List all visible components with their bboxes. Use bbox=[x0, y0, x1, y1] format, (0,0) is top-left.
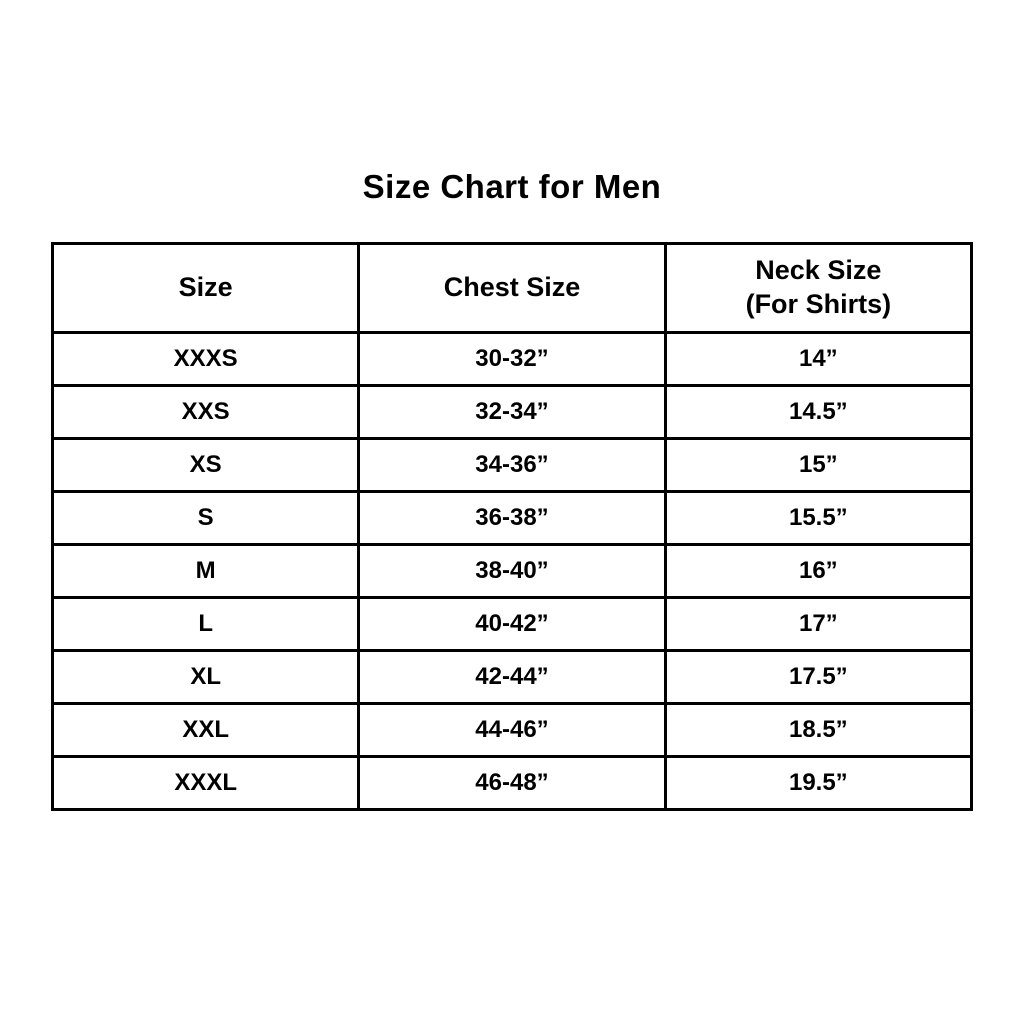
header-chest-size: Chest Size bbox=[357, 242, 667, 334]
cell-neck: 14” bbox=[663, 331, 974, 387]
cell-chest: 32-34” bbox=[357, 384, 667, 440]
cell-chest: 36-38” bbox=[357, 490, 667, 546]
cell-chest: 44-46” bbox=[357, 702, 667, 758]
cell-size: XS bbox=[50, 437, 361, 493]
cell-neck: 15” bbox=[663, 437, 974, 493]
cell-size: XXL bbox=[50, 702, 361, 758]
cell-size: S bbox=[50, 490, 361, 546]
table-row: XS 34-36” 15” bbox=[50, 437, 974, 493]
cell-size: XL bbox=[50, 649, 361, 705]
table-body: XXXS 30-32” 14” XXS 32-34” 14.5” XS 34-3… bbox=[50, 331, 974, 811]
header-neck-size-line2: (For Shirts) bbox=[745, 289, 892, 319]
header-size: Size bbox=[50, 242, 361, 334]
cell-neck: 17.5” bbox=[663, 649, 974, 705]
cell-neck: 16” bbox=[663, 543, 974, 599]
cell-neck: 14.5” bbox=[663, 384, 974, 440]
table-row: L 40-42” 17” bbox=[50, 596, 974, 652]
table-row: M 38-40” 16” bbox=[50, 543, 974, 599]
table-row: XXXS 30-32” 14” bbox=[50, 331, 974, 387]
cell-neck: 19.5” bbox=[663, 755, 974, 811]
cell-size: XXXS bbox=[50, 331, 361, 387]
cell-neck: 18.5” bbox=[663, 702, 974, 758]
size-chart-table: Size Chest Size Neck Size (For Shirts) X… bbox=[50, 242, 974, 811]
cell-chest: 34-36” bbox=[357, 437, 667, 493]
table-row: XXS 32-34” 14.5” bbox=[50, 384, 974, 440]
table-row: XL 42-44” 17.5” bbox=[50, 649, 974, 705]
table-row: S 36-38” 15.5” bbox=[50, 490, 974, 546]
cell-size: XXXL bbox=[50, 755, 361, 811]
table-row: XXXL 46-48” 19.5” bbox=[50, 755, 974, 811]
cell-chest: 42-44” bbox=[357, 649, 667, 705]
cell-size: M bbox=[50, 543, 361, 599]
cell-chest: 40-42” bbox=[357, 596, 667, 652]
cell-chest: 46-48” bbox=[357, 755, 667, 811]
table-header: Size Chest Size Neck Size (For Shirts) bbox=[50, 242, 974, 334]
cell-size: L bbox=[50, 596, 361, 652]
cell-chest: 30-32” bbox=[357, 331, 667, 387]
cell-neck: 15.5” bbox=[663, 490, 974, 546]
table-row: XXL 44-46” 18.5” bbox=[50, 702, 974, 758]
cell-neck: 17” bbox=[663, 596, 974, 652]
cell-chest: 38-40” bbox=[357, 543, 667, 599]
cell-size: XXS bbox=[50, 384, 361, 440]
page-title: Size Chart for Men bbox=[362, 168, 662, 205]
header-neck-size-line1: Neck Size bbox=[755, 255, 882, 286]
header-neck-size: Neck Size (For Shirts) bbox=[663, 242, 974, 334]
header-row: Size Chest Size Neck Size (For Shirts) bbox=[50, 242, 974, 334]
